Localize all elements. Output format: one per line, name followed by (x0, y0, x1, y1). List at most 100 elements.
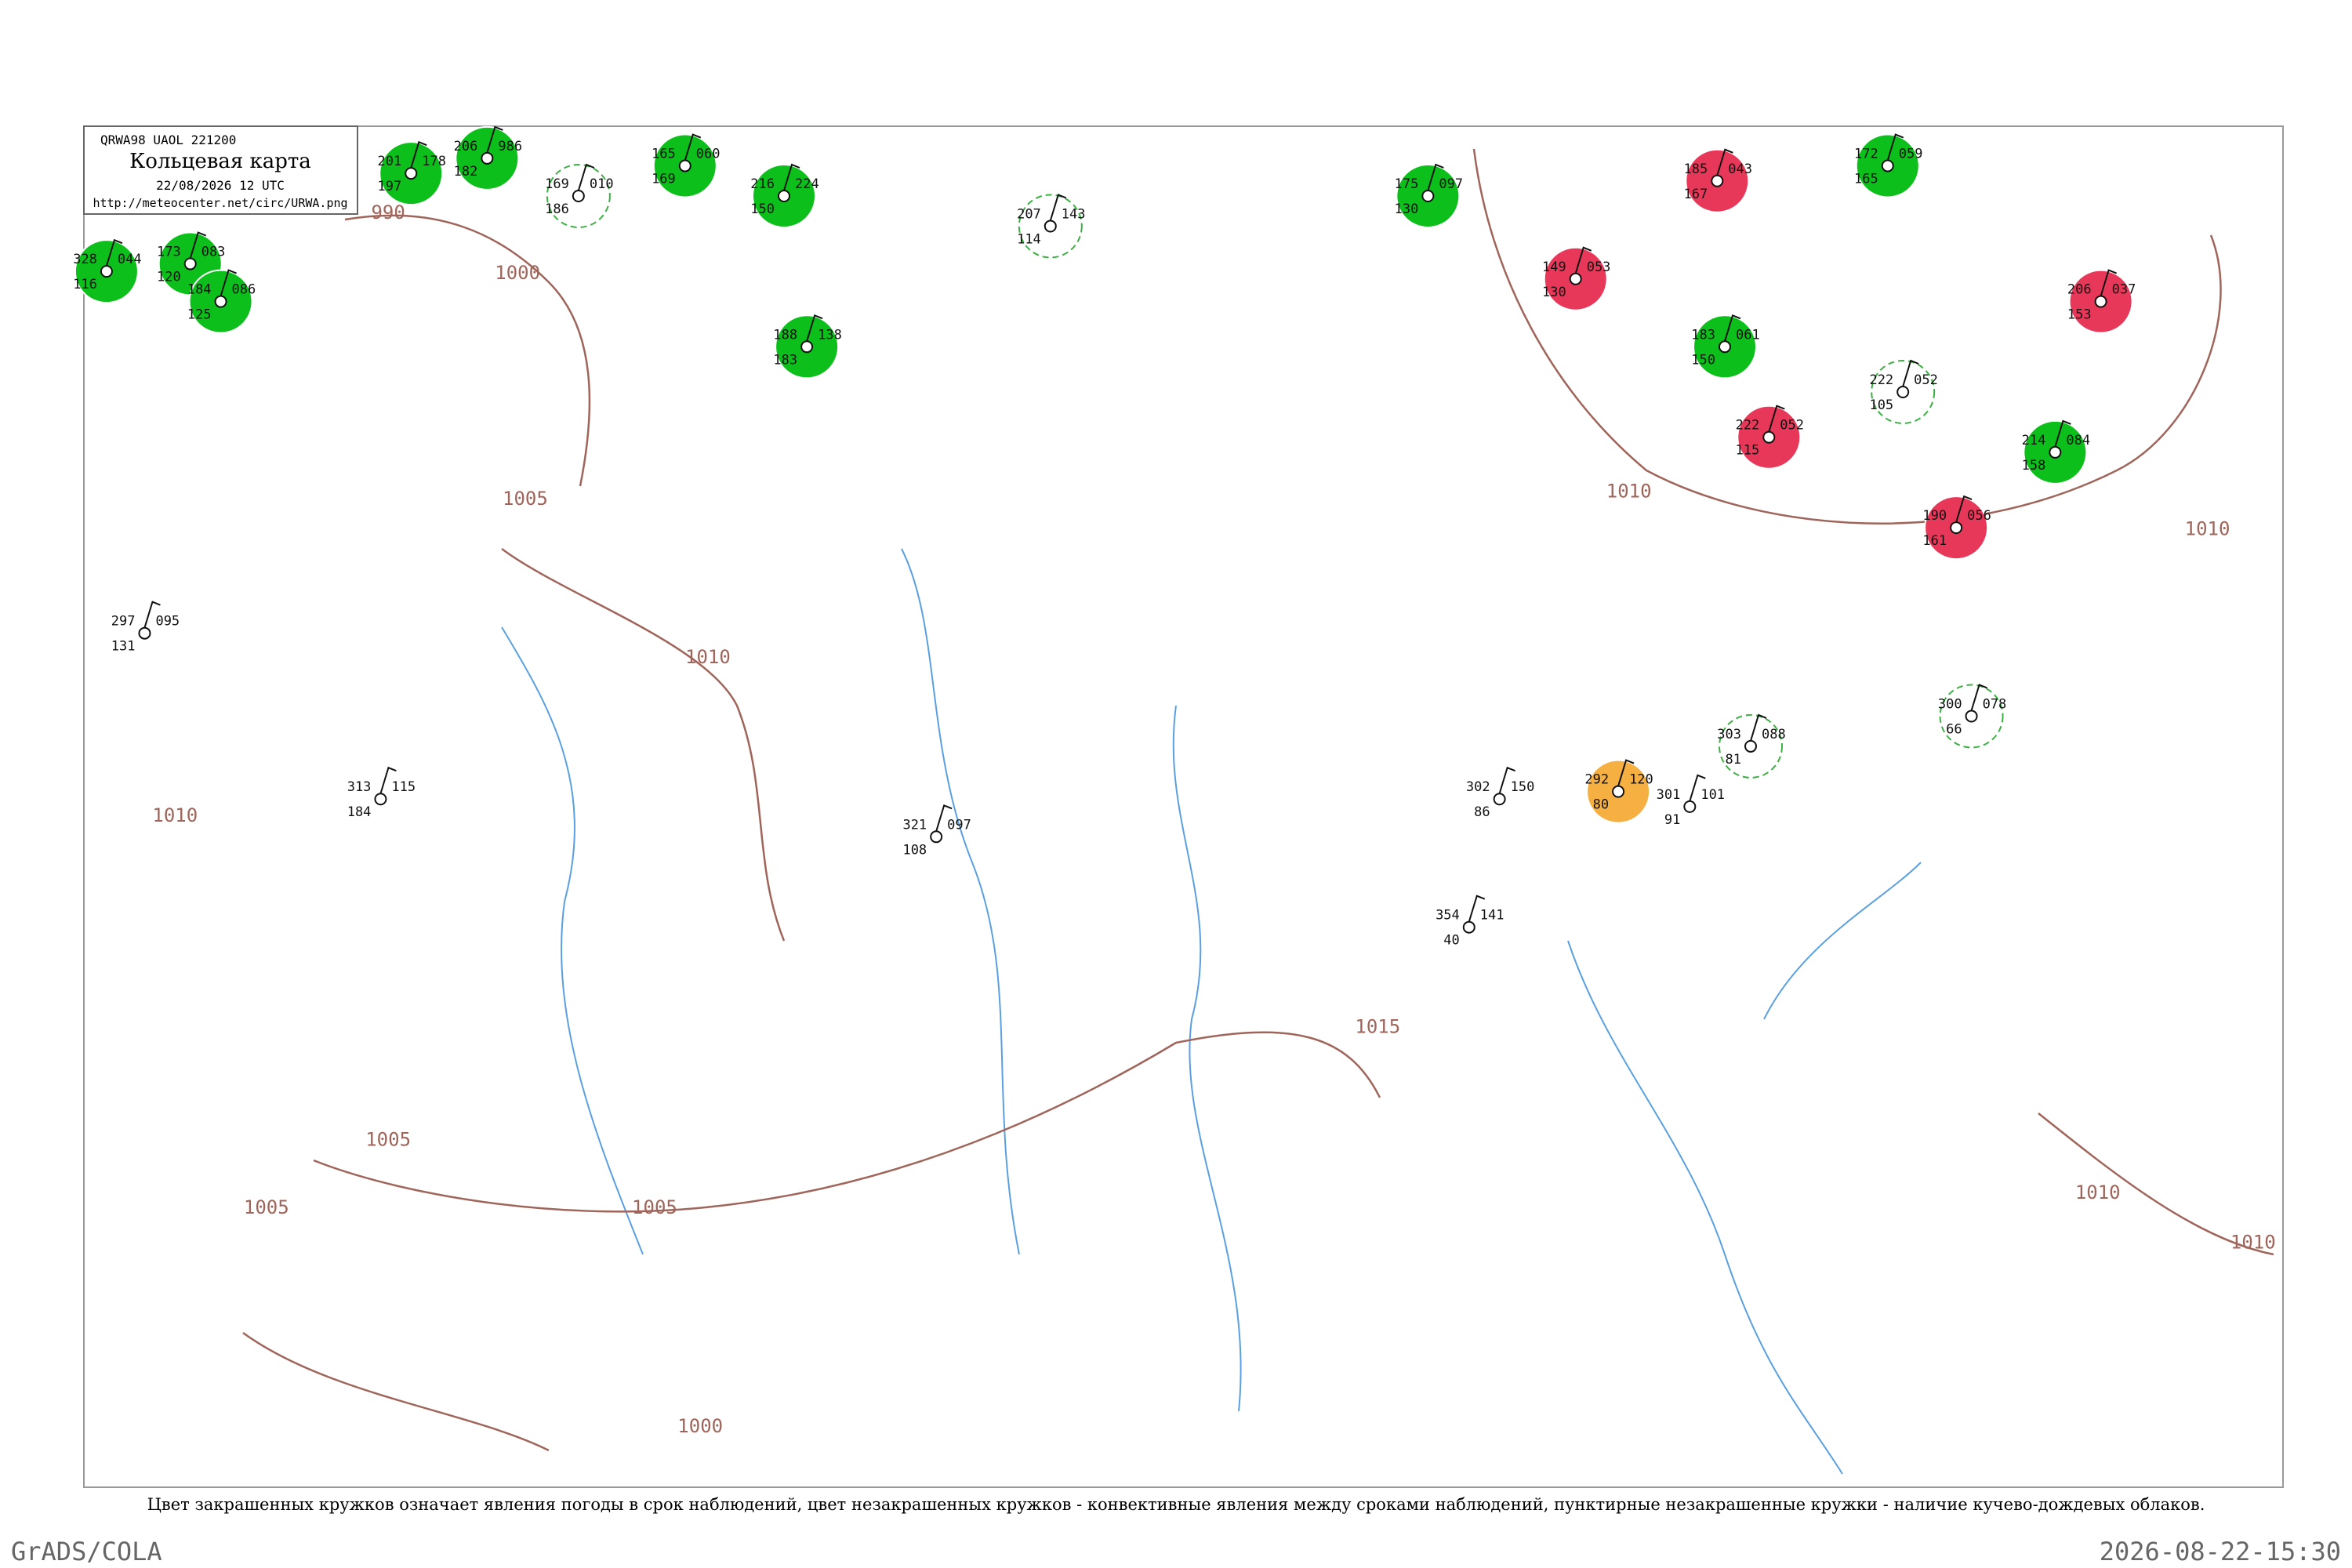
isobar-label: 1010 (2185, 518, 2230, 540)
dew-point: 150 (1691, 352, 1715, 368)
isobar (501, 547, 786, 942)
isobar-label: 1010 (2230, 1231, 2276, 1253)
pressure: 095 (155, 614, 180, 630)
station: 216 224 150 (750, 163, 819, 228)
station-marker (1881, 159, 1894, 172)
header-box: QRWA98 UAOL 221200 Кольцевая карта 22/08… (83, 125, 358, 215)
isobar-label: 1010 (2075, 1181, 2121, 1203)
temperature: 292 (1584, 772, 1609, 788)
station-marker (214, 295, 227, 308)
isobars (242, 148, 2274, 1452)
dew-point: 183 (773, 352, 797, 368)
station-marker (183, 257, 197, 270)
wind-barb (1049, 194, 1067, 221)
isobar-label: 1015 (1355, 1015, 1400, 1037)
station-marker (1612, 785, 1625, 798)
dew-point: 130 (1395, 201, 1419, 217)
station: 190 056 161 (1922, 495, 1991, 561)
station-marker (1719, 340, 1731, 354)
wind-barb (935, 804, 953, 832)
station: 292 120 80 (1584, 759, 1653, 824)
wind-barb (783, 163, 800, 191)
dew-point: 105 (1869, 397, 1893, 413)
wind-barb (577, 163, 595, 191)
pressure: 059 (1899, 147, 1923, 162)
pressure: 115 (391, 779, 416, 795)
temperature: 313 (347, 779, 372, 795)
dew-point: 161 (1922, 533, 1947, 549)
station: 206 037 153 (2067, 269, 2136, 334)
temperature: 207 (1017, 206, 1041, 222)
wind-barb (684, 133, 702, 161)
station-marker (1950, 521, 1963, 535)
station-marker (100, 265, 113, 278)
wind-barb (1768, 405, 1785, 432)
station-marker (778, 190, 790, 202)
header-url: http://meteocenter.net/circ/URWA.png (93, 196, 347, 210)
pressure: 043 (1728, 162, 1752, 177)
temperature: 165 (652, 147, 676, 162)
station-marker (1965, 710, 1978, 723)
wind-barb (1955, 495, 1973, 523)
isobar-label: 1005 (503, 488, 548, 510)
isobar-label: 1010 (152, 804, 198, 826)
isobar-label: 1005 (632, 1196, 677, 1218)
isobar-label: 1010 (1606, 481, 1652, 503)
dew-point: 131 (111, 639, 136, 655)
temperature: 354 (1436, 908, 1460, 924)
dew-point: 150 (750, 201, 775, 217)
station-marker (374, 793, 387, 806)
dew-point: 186 (545, 201, 569, 217)
wind-barb (2054, 419, 2071, 448)
temperature: 201 (378, 154, 402, 169)
station-marker (1044, 220, 1057, 233)
dew-point: 167 (1684, 187, 1708, 202)
temperature: 216 (750, 176, 775, 192)
temperature: 190 (1922, 508, 1947, 524)
dew-point: 80 (1593, 797, 1609, 813)
station: 303 088 81 (1717, 713, 1786, 779)
isobar (242, 1331, 550, 1452)
station-marker (138, 626, 151, 640)
temperature: 169 (545, 176, 569, 192)
isobar-label: 1000 (677, 1415, 723, 1437)
temperature: 214 (2022, 433, 2046, 448)
station: 300 078 66 (1938, 684, 2006, 749)
dew-point: 153 (2067, 307, 2092, 323)
temperature: 297 (111, 614, 136, 630)
wind-barb (1724, 314, 1741, 342)
wind-barb (1617, 759, 1635, 786)
footer-right: 2026-08-22-15:30 (2100, 1537, 2341, 1566)
pressure: 178 (422, 154, 446, 169)
temperature: 328 (73, 252, 97, 267)
pressure: 044 (118, 252, 142, 267)
wind-barb (1716, 148, 1733, 176)
wind-barb (486, 125, 503, 154)
station-marker (1569, 272, 1582, 285)
station: 188 138 183 (773, 314, 842, 379)
station: 302 150 86 (1466, 766, 1534, 820)
wind-barb (1468, 895, 1486, 922)
dew-point: 91 (1664, 812, 1680, 828)
station: 206 986 182 (454, 125, 522, 191)
temperature: 300 (1938, 696, 1962, 712)
dew-point: 86 (1474, 804, 1490, 820)
station: 169 010 186 (545, 163, 614, 228)
river (1567, 940, 1843, 1475)
dew-point: 66 (1946, 721, 1962, 737)
pressure: 224 (795, 176, 819, 192)
pressure: 052 (1780, 418, 1804, 434)
header-frame (83, 125, 358, 215)
pressure: 088 (1762, 727, 1786, 742)
cb-cloud-circle (1719, 713, 1784, 779)
wind-barb (806, 314, 823, 342)
station-marker (481, 151, 494, 165)
wind-barb (1750, 713, 1767, 742)
station-marker (930, 830, 943, 844)
station-marker (1493, 793, 1506, 806)
temperature: 183 (1691, 327, 1715, 343)
river (501, 626, 644, 1255)
wind-barb (1574, 246, 1592, 274)
wind-barb (1970, 684, 1987, 711)
